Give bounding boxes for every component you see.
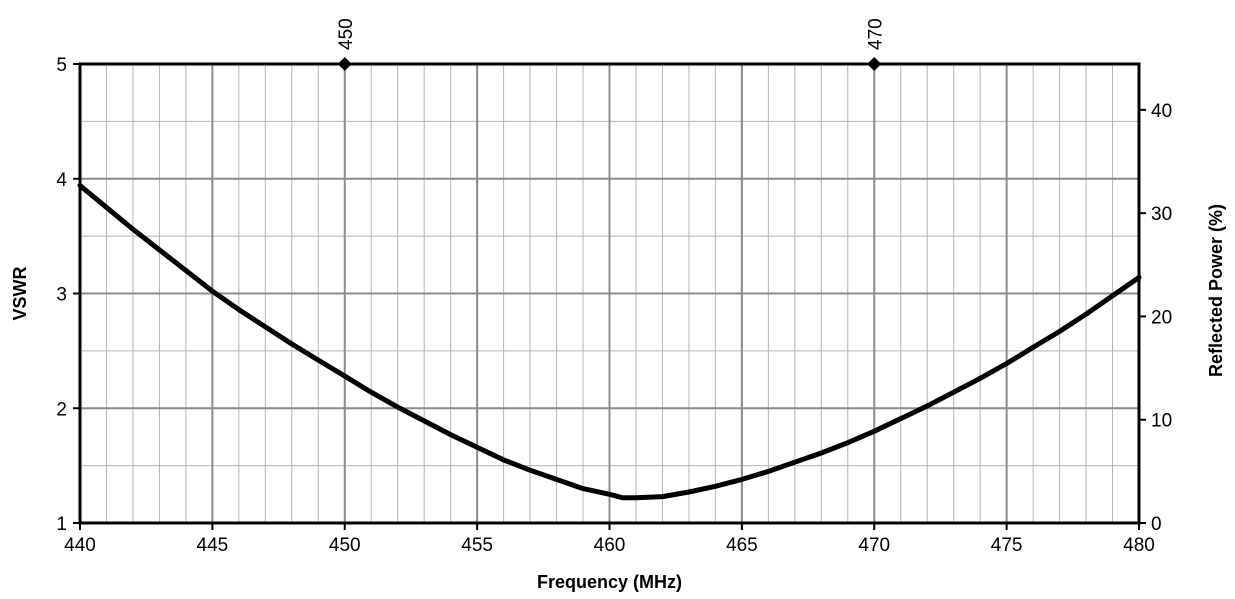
top-marker-diamond [867, 57, 882, 71]
x-axis-title: Frequency (MHz) [537, 572, 682, 592]
top-marker-diamond [337, 57, 352, 71]
x-tick-label: 460 [594, 535, 626, 556]
y-tick-label: 2 [56, 399, 67, 420]
x-tick-label: 465 [726, 535, 758, 556]
top-marker-label: 470 [865, 18, 886, 50]
y2-axis-title: Reflected Power (%) [1206, 204, 1226, 377]
x-tick-label: 455 [461, 535, 493, 556]
y2-tick-label: 40 [1151, 101, 1172, 122]
x-tick-label: 450 [329, 535, 361, 556]
x-tick-label: 470 [858, 535, 890, 556]
y-tick-label: 4 [56, 170, 67, 191]
tick-labels: 440 445 450 455 460 465 470 475 4801234501020304… [56, 55, 1172, 556]
y2-tick-label: 30 [1151, 204, 1172, 225]
y-tick-label: 1 [56, 514, 67, 535]
plot-frame [78, 62, 1141, 525]
y-tick-label: 3 [56, 285, 67, 306]
y-axis-title: VSWR [10, 266, 30, 320]
x-tick-label: 480 [1123, 535, 1155, 556]
top-markers: 450 470 [336, 18, 886, 71]
y-tick-label: 5 [56, 55, 67, 76]
y2-tick-label: 20 [1151, 307, 1172, 328]
x-tick-label: 445 [197, 535, 229, 556]
top-marker-label: 450 [336, 18, 357, 50]
x-tick-label: 475 [991, 535, 1023, 556]
x-tick-label: 440 [64, 535, 96, 556]
vswr-curve-line [77, 183, 1142, 501]
y2-tick-label: 0 [1151, 514, 1162, 535]
y2-tick-label: 10 [1151, 411, 1172, 432]
